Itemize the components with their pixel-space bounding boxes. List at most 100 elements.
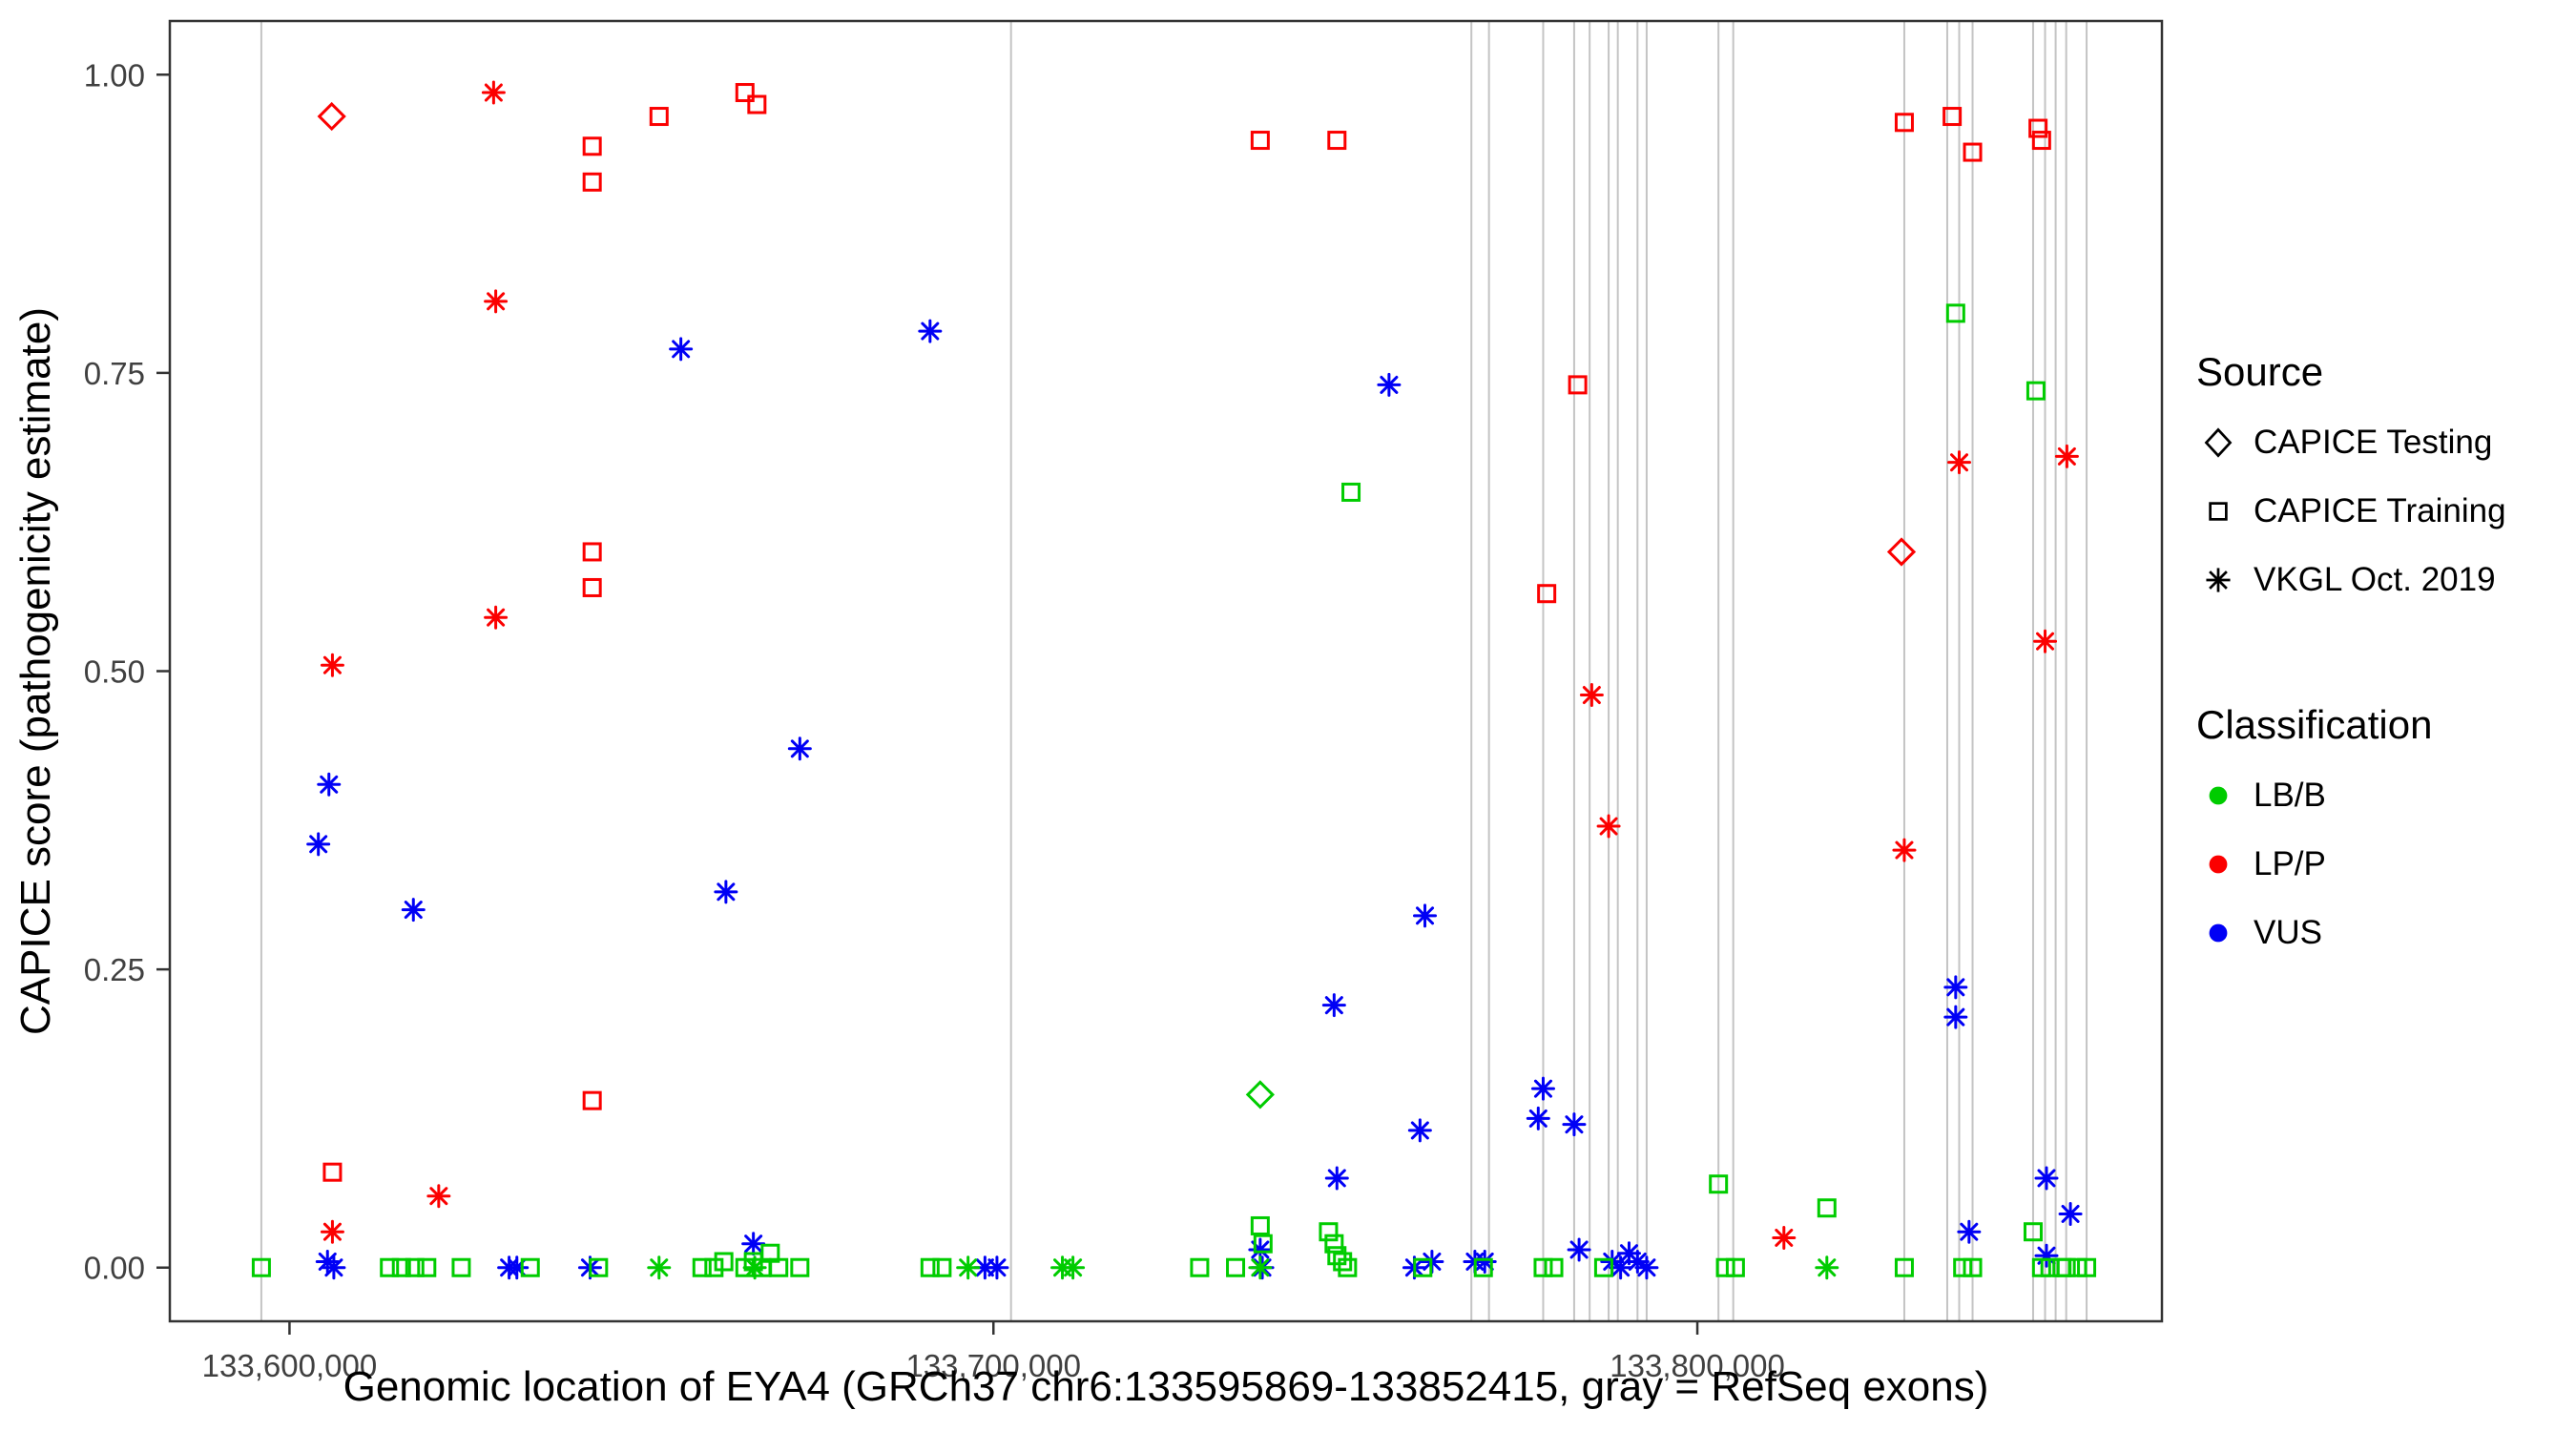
- data-point: [956, 1255, 981, 1280]
- data-point: [1953, 1257, 1973, 1277]
- y-tick-label: 0.00: [84, 1251, 145, 1286]
- data-point: [582, 172, 602, 192]
- legend-item-vkgl: VKGL Oct. 2019: [2196, 546, 2506, 614]
- data-point: [1250, 131, 1270, 151]
- data-point: [1473, 1257, 1493, 1277]
- legend-item-capice-training: CAPICE Training: [2196, 477, 2506, 546]
- data-point: [1772, 1225, 1797, 1250]
- data-point: [317, 101, 346, 132]
- y-tick-label: 0.75: [84, 356, 145, 391]
- data-point: [1568, 375, 1588, 395]
- data-point: [1815, 1255, 1839, 1280]
- data-point: [1413, 903, 1438, 928]
- data-point: [1596, 814, 1621, 839]
- y-tick-label: 0.50: [84, 654, 145, 690]
- data-point: [1894, 1257, 1914, 1277]
- data-point: [787, 736, 812, 761]
- data-point: [2023, 1222, 2043, 1242]
- y-tick-label: 1.00: [84, 57, 145, 93]
- data-point: [692, 1257, 712, 1277]
- data-point: [1327, 131, 1347, 151]
- y-tick-label: 0.25: [84, 952, 145, 987]
- legend: Source CAPICE Testing CAPICE Training: [2196, 349, 2506, 967]
- data-point: [1324, 1166, 1349, 1191]
- data-point: [714, 880, 738, 904]
- data-point: [1593, 1257, 1613, 1277]
- x-axis-title: Genomic location of EYA4 (GRCh37 chr6:13…: [343, 1363, 1989, 1410]
- data-point: [1892, 838, 1917, 862]
- dot-icon: [2209, 855, 2228, 874]
- dot-icon: [2209, 923, 2228, 943]
- data-point: [932, 1257, 952, 1277]
- legend-item-label: VUS: [2254, 914, 2322, 951]
- data-point: [920, 1257, 940, 1277]
- data-point: [1319, 1222, 1339, 1242]
- data-point: [1715, 1257, 1735, 1277]
- data-point: [1725, 1257, 1745, 1277]
- data-point: [741, 1232, 766, 1256]
- y-axis-title: CAPICE score (pathogenicity estimate): [12, 307, 59, 1035]
- data-point: [589, 1257, 609, 1277]
- data-point: [1943, 1005, 1968, 1029]
- data-point: [1942, 107, 1963, 127]
- data-point: [2058, 1201, 2083, 1226]
- x-tick-label: 133,800,000: [1610, 1348, 1785, 1383]
- data-point: [714, 1252, 734, 1272]
- data-point: [451, 1257, 471, 1277]
- data-point: [790, 1257, 810, 1277]
- data-point: [1634, 1255, 1659, 1280]
- data-point: [2031, 131, 2051, 151]
- data-point: [317, 772, 342, 797]
- x-tick-label: 133,600,000: [202, 1348, 378, 1383]
- data-point: [1579, 683, 1604, 708]
- data-point: [520, 1257, 540, 1277]
- data-point: [1377, 372, 1402, 397]
- data-point: [1957, 1219, 1982, 1244]
- data-point: [985, 1255, 1009, 1280]
- data-point: [1190, 1257, 1210, 1277]
- data-point: [1963, 142, 1983, 162]
- data-point: [647, 1255, 672, 1280]
- data-point: [582, 1090, 602, 1110]
- legend-classification-title: Classification: [2196, 702, 2433, 747]
- data-point: [2033, 629, 2058, 653]
- data-point: [2025, 381, 2046, 401]
- asterisk-icon: [2206, 568, 2231, 592]
- legend-item-vus: VUS: [2196, 899, 2506, 967]
- data-point: [1526, 1106, 1550, 1130]
- data-point: [747, 94, 767, 114]
- square-icon: [2209, 502, 2228, 521]
- legend-item-label: LB/B: [2254, 777, 2326, 814]
- data-point: [1253, 1234, 1273, 1254]
- dot-icon: [2209, 786, 2228, 805]
- data-point: [1321, 993, 1346, 1018]
- data-point: [1817, 1198, 1837, 1218]
- data-point: [1338, 1257, 1358, 1277]
- data-point: [918, 319, 943, 343]
- plot-panel: [170, 21, 2162, 1321]
- data-point: [1413, 1257, 1433, 1277]
- data-point: [417, 1257, 437, 1277]
- legend-item-label: VKGL Oct. 2019: [2254, 561, 2496, 598]
- data-point: [1894, 113, 1914, 133]
- data-point: [582, 577, 602, 597]
- data-point: [2028, 118, 2048, 138]
- data-point: [1709, 1174, 1729, 1194]
- data-point: [1963, 1257, 1983, 1277]
- data-point: [2034, 1166, 2059, 1191]
- legend-spacer: [2196, 614, 2506, 702]
- data-point: [1945, 303, 1965, 323]
- data-point: [1947, 450, 1972, 475]
- data-point: [405, 1257, 425, 1277]
- data-point: [1544, 1257, 1564, 1277]
- data-point: [1943, 975, 1968, 1000]
- data-point: [1250, 1215, 1270, 1235]
- data-point: [484, 605, 509, 630]
- data-point: [1533, 1257, 1553, 1277]
- data-point: [306, 832, 331, 857]
- data-point: [380, 1257, 400, 1277]
- data-point: [1226, 1257, 1246, 1277]
- data-point: [426, 1184, 451, 1209]
- data-point: [320, 653, 344, 677]
